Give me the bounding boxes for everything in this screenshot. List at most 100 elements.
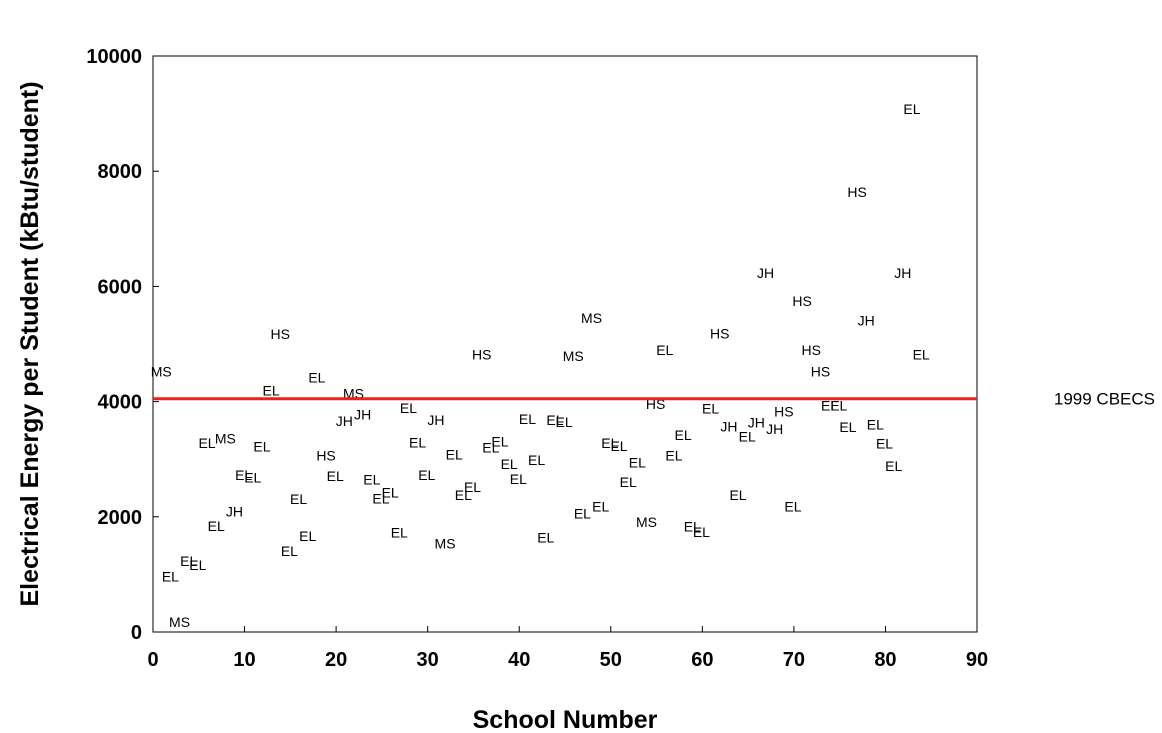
x-tick-label: 50: [600, 649, 622, 671]
data-point: MS: [563, 348, 584, 364]
data-point: EL: [693, 524, 710, 540]
x-tick-label: 10: [233, 649, 255, 671]
data-point: EL: [482, 440, 499, 456]
data-point: EL: [867, 417, 884, 433]
data-point: EL: [913, 346, 930, 362]
data-point: EL: [610, 438, 627, 454]
data-point: EL: [446, 447, 463, 463]
data-point: HS: [802, 342, 821, 358]
reference-line-label: 1999 CBECS: [1054, 390, 1155, 409]
data-point: JH: [427, 412, 444, 428]
data-point: EL: [702, 401, 719, 417]
data-point: EL: [729, 487, 746, 503]
data-point: EL: [418, 467, 435, 483]
data-point: EL: [290, 491, 307, 507]
data-point: HS: [774, 403, 793, 419]
data-point: EL: [263, 383, 280, 399]
x-tick-label: 60: [691, 649, 713, 671]
data-point: HS: [847, 184, 866, 200]
data-point: EL: [830, 398, 847, 414]
data-point: EL: [784, 498, 801, 514]
data-point: EL: [656, 342, 673, 358]
y-tick-label: 4000: [98, 392, 143, 414]
data-point: MS: [581, 310, 602, 326]
data-point: EL: [455, 487, 472, 503]
data-point: MS: [435, 535, 456, 551]
data-point: EL: [620, 474, 637, 490]
data-point: JH: [766, 421, 783, 437]
data-point: HS: [472, 346, 491, 362]
data-point: EL: [198, 435, 215, 451]
data-point: MS: [636, 514, 657, 530]
data-point: EL: [510, 471, 527, 487]
data-point: JH: [748, 414, 765, 430]
reference-lines: 1999 CBECS: [153, 390, 1155, 409]
data-point: EL: [821, 398, 838, 414]
data-point: HS: [811, 364, 830, 380]
data-point: JH: [894, 265, 911, 281]
x-tick-label: 30: [417, 649, 439, 671]
x-tick-label: 70: [783, 649, 805, 671]
data-point: HS: [710, 326, 729, 342]
y-tick-label: 0: [131, 622, 142, 644]
y-axis: 0 2000 4000 6000 8000 10000: [86, 46, 159, 644]
data-point: EL: [592, 498, 609, 514]
data-point: HS: [316, 448, 335, 464]
plot-area: [152, 55, 978, 633]
data-point: EL: [876, 436, 893, 452]
data-point: EL: [363, 471, 380, 487]
y-tick-label: 6000: [98, 276, 143, 298]
data-point: EL: [537, 530, 554, 546]
data-point: EL: [519, 411, 536, 427]
data-point: EL: [391, 524, 408, 540]
x-axis: 0 10 20 30 40 50 60 70 80 90: [147, 626, 988, 671]
x-tick-label: 0: [147, 649, 158, 671]
y-tick-label: 2000: [98, 507, 143, 529]
data-point: HS: [271, 326, 290, 342]
data-point: EL: [739, 429, 756, 445]
data-point: JH: [858, 312, 875, 328]
data-point: EL: [665, 448, 682, 464]
data-point: JH: [720, 418, 737, 434]
x-tick-label: 40: [508, 649, 530, 671]
data-point: EL: [903, 101, 920, 117]
data-point: EL: [244, 470, 261, 486]
data-point: EL: [574, 505, 591, 521]
data-point: EL: [372, 490, 389, 506]
y-axis-title: Electrical Energy per Student (kBtu/stud…: [16, 81, 44, 606]
data-point: EL: [382, 485, 399, 501]
data-point: EL: [684, 519, 701, 535]
y-tick-label: 8000: [98, 161, 143, 183]
data-point: MS: [169, 614, 190, 630]
data-point: JH: [226, 504, 243, 520]
data-point: JH: [757, 265, 774, 281]
data-point: EL: [491, 433, 508, 449]
y-tick-label: 10000: [86, 46, 142, 68]
data-point: EL: [556, 414, 573, 430]
data-point: EL: [235, 467, 252, 483]
data-point: EL: [281, 543, 298, 559]
data-points: MSELMSELELELELMSJHELELELELHSELELELELHSEL…: [151, 101, 930, 630]
data-point: EL: [629, 455, 646, 471]
data-point: HS: [792, 293, 811, 309]
data-point: EL: [601, 435, 618, 451]
data-point: EL: [180, 553, 197, 569]
data-point: MS: [215, 430, 236, 446]
data-point: EL: [546, 412, 563, 428]
data-point: EL: [675, 427, 692, 443]
x-axis-title: School Number: [473, 706, 658, 733]
data-point: EL: [400, 400, 417, 416]
data-point: EL: [299, 528, 316, 544]
data-point: JH: [336, 413, 353, 429]
x-tick-label: 80: [874, 649, 896, 671]
data-point: EL: [253, 439, 270, 455]
x-tick-label: 90: [966, 649, 988, 671]
data-point: EL: [208, 518, 225, 534]
data-point: EL: [189, 557, 206, 573]
data-point: EL: [528, 452, 545, 468]
data-point: JH: [354, 406, 371, 422]
data-point: EL: [464, 479, 481, 495]
data-point: EL: [839, 419, 856, 435]
x-tick-label: 20: [325, 649, 347, 671]
